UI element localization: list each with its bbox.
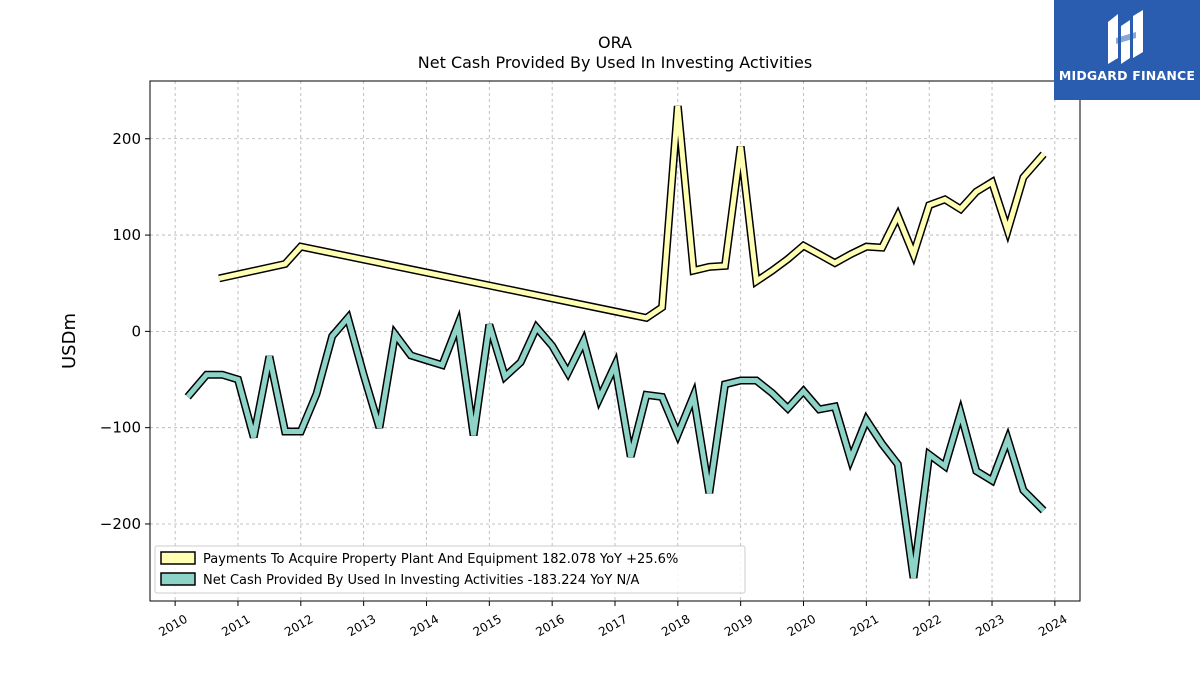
series-line-outline bbox=[184, 308, 1047, 579]
x-tick-label: 2013 bbox=[345, 612, 378, 639]
y-axis-label: USDm bbox=[59, 313, 80, 369]
x-tick-label: 2017 bbox=[596, 612, 629, 639]
grid bbox=[150, 81, 1080, 601]
y-tick-label: −200 bbox=[100, 515, 141, 533]
series-line bbox=[218, 105, 1046, 321]
brand-logo: MIDGARD FINANCE bbox=[1054, 0, 1200, 100]
x-tick-label: 2015 bbox=[471, 612, 504, 639]
y-tick-label: −100 bbox=[100, 419, 141, 437]
chart-subtitle: Net Cash Provided By Used In Investing A… bbox=[418, 53, 812, 72]
x-tick-label: 2024 bbox=[1036, 612, 1069, 639]
x-tick-label: 2016 bbox=[533, 612, 566, 639]
x-tick-label: 2023 bbox=[973, 612, 1006, 639]
legend-box bbox=[154, 545, 746, 594]
x-tick-label: 2010 bbox=[156, 612, 189, 639]
x-tick-label: 2011 bbox=[219, 612, 252, 639]
x-tick-label: 2012 bbox=[282, 612, 315, 639]
midgard-logo-icon bbox=[1108, 10, 1143, 64]
y-tick-label: 0 bbox=[131, 322, 141, 340]
x-axis: 2010 2011 2012 2013 2014 2015 2016 2017 2018 2019… bbox=[156, 601, 1070, 639]
y-axis: −200 −100 0 100 200 bbox=[100, 130, 150, 533]
series-layer bbox=[184, 105, 1047, 579]
series-line-outline bbox=[218, 105, 1047, 323]
legend-label: Net Cash Provided By Used In Investing A… bbox=[203, 573, 640, 588]
x-tick-label: 2022 bbox=[910, 612, 943, 639]
legend-label: Payments To Acquire Property Plant And E… bbox=[203, 552, 678, 567]
y-tick-label: 200 bbox=[112, 130, 141, 148]
x-tick-label: 2014 bbox=[408, 612, 441, 639]
x-tick-label: 2019 bbox=[722, 612, 755, 639]
x-tick-label: 2020 bbox=[785, 612, 818, 639]
legend-swatch bbox=[160, 572, 196, 586]
brand-name: MIDGARD FINANCE bbox=[1058, 68, 1196, 83]
x-tick-label: 2021 bbox=[848, 612, 881, 639]
legend-swatch bbox=[160, 551, 196, 565]
y-tick-label: 100 bbox=[112, 226, 141, 244]
x-tick-label: 2018 bbox=[659, 612, 692, 639]
chart-title: ORA bbox=[598, 33, 632, 52]
legend: Payments To Acquire Property Plant And E… bbox=[154, 545, 746, 594]
series-line bbox=[185, 312, 1046, 579]
